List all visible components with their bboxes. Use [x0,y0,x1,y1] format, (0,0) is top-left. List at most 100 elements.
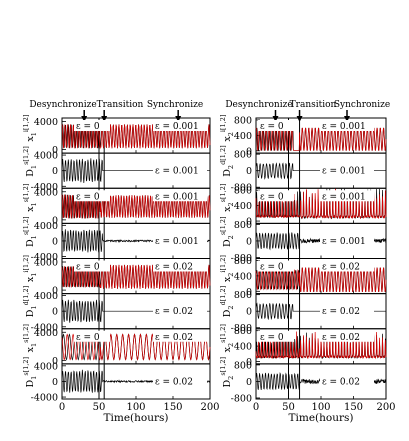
x-tick-label: 150 [163,402,182,413]
epsilon-label-bg [74,330,110,342]
y-tick-label: 0 [52,215,58,226]
x-tick-label: 100 [311,402,330,413]
epsilon-label-bg [153,305,207,317]
y-tick-label: -4000 [31,393,58,404]
series-cell-2 [61,333,211,361]
epsilon-label-bg [258,330,294,342]
epsilon-label-left: ε = 0 [76,122,100,132]
epsilon-label-bg [74,260,110,272]
epsilon-label-bg [153,164,207,176]
epsilon-label-right: ε = 0.02 [155,333,193,343]
y-tick-label: 0 [52,377,58,388]
y-tick-label: 0 [52,356,58,367]
epsilon-label-right: ε = 0.02 [155,307,193,317]
y-tick-label: 4000 [34,328,58,339]
y-tick-label: 0 [246,146,252,157]
epsilon-label-right: ε = 0.02 [322,307,360,317]
epsilon-label-bg [153,234,207,246]
epsilon-label-bg [320,164,374,176]
y-tick-label: 0 [52,286,58,297]
y-tick-label: -4000 [31,252,58,263]
epsilon-label-bg [320,234,374,246]
x-axis-label: Time(hours) [104,412,169,424]
y-tick-label: 800 [234,220,252,231]
y-axis-label: D2d[1,2] [219,145,235,176]
epsilon-label-right: ε = 0.02 [155,263,193,273]
epsilon-label-bg [258,120,294,131]
y-tick-label: 800 [234,115,252,126]
stage-label-transition: Transition [97,100,144,110]
x-tick-label: 200 [376,402,395,413]
epsilon-label-bg [153,190,207,202]
y-tick-label: -800 [231,323,252,334]
chart-1: Desynchronize Transition Synchronize04000x… [22,100,220,424]
y-tick-label: 0 [246,377,252,388]
x-axis-label: Time(hours) [289,412,354,424]
epsilon-label-left: ε = 0 [260,122,284,132]
y-axis-label: x2i[1,2] [219,115,235,142]
y-tick-label: -800 [231,393,252,404]
y-tick-label: 400 [234,201,252,212]
epsilon-label-left: ε = 0 [260,333,284,343]
epsilon-label-bg [74,120,110,131]
y-axis-label: D2d[1,2] [219,286,235,317]
stage-label-desynchronize: Desynchronize [225,100,292,110]
epsilon-label-bg [320,305,374,317]
epsilon-label-right: ε = 0.02 [322,263,360,273]
y-tick-label: 4000 [34,187,58,198]
stage-label-synchronize: Synchronize [147,100,203,110]
y-tick-label: 800 [234,290,252,301]
epsilon-label-bg [320,330,374,342]
epsilon-label-bg [153,120,207,131]
x-tick-label: 150 [344,402,363,413]
y-tick-label: 800 [234,360,252,371]
epsilon-label-bg [153,375,207,387]
x-tick-label: 0 [253,402,259,413]
x-tick-label: 200 [200,402,219,413]
y-tick-label: 400 [234,342,252,353]
y-tick-label: -800 [231,183,252,194]
epsilon-label-right: ε = 0.001 [155,122,199,132]
series-cell-2 [61,123,211,150]
epsilon-label-right: ε = 0.001 [322,122,366,132]
y-tick-label: 0 [246,307,252,318]
epsilon-label-bg [320,190,374,202]
y-tick-label: 0 [246,236,252,247]
epsilon-label-left: ε = 0 [76,192,100,202]
epsilon-label-left: ε = 0 [260,263,284,273]
x-tick-label: 100 [126,402,145,413]
y-tick-label: 0 [52,145,58,156]
y-tick-label: -800 [231,253,252,264]
epsilon-label-bg [258,260,294,272]
y-tick-label: 4000 [34,258,58,269]
x-tick-label: 0 [59,402,65,413]
epsilon-label-right: ε = 0.001 [322,237,366,247]
epsilon-label-right: ε = 0.001 [155,167,199,177]
epsilon-label-right: ε = 0.001 [155,237,199,247]
epsilon-label-bg [153,330,207,342]
y-tick-label: 400 [234,271,252,282]
epsilon-label-left: ε = 0 [76,263,100,273]
x-tick-label: 50 [93,402,106,413]
y-tick-label: 0 [52,307,58,318]
stage-label-synchronize: Synchronize [334,100,390,110]
stage-label-transition: Transition [290,100,337,110]
y-tick-label: 800 [234,256,252,267]
y-tick-label: -4000 [31,322,58,333]
y-tick-label: 800 [234,150,252,161]
epsilon-label-right: ε = 0.02 [322,377,360,387]
y-tick-label: 0 [246,357,252,368]
epsilon-label-left: ε = 0 [260,192,284,202]
epsilon-label-bg [320,375,374,387]
y-tick-label: 800 [234,326,252,337]
x-tick-label: 50 [282,402,295,413]
y-tick-label: 4000 [34,361,58,372]
